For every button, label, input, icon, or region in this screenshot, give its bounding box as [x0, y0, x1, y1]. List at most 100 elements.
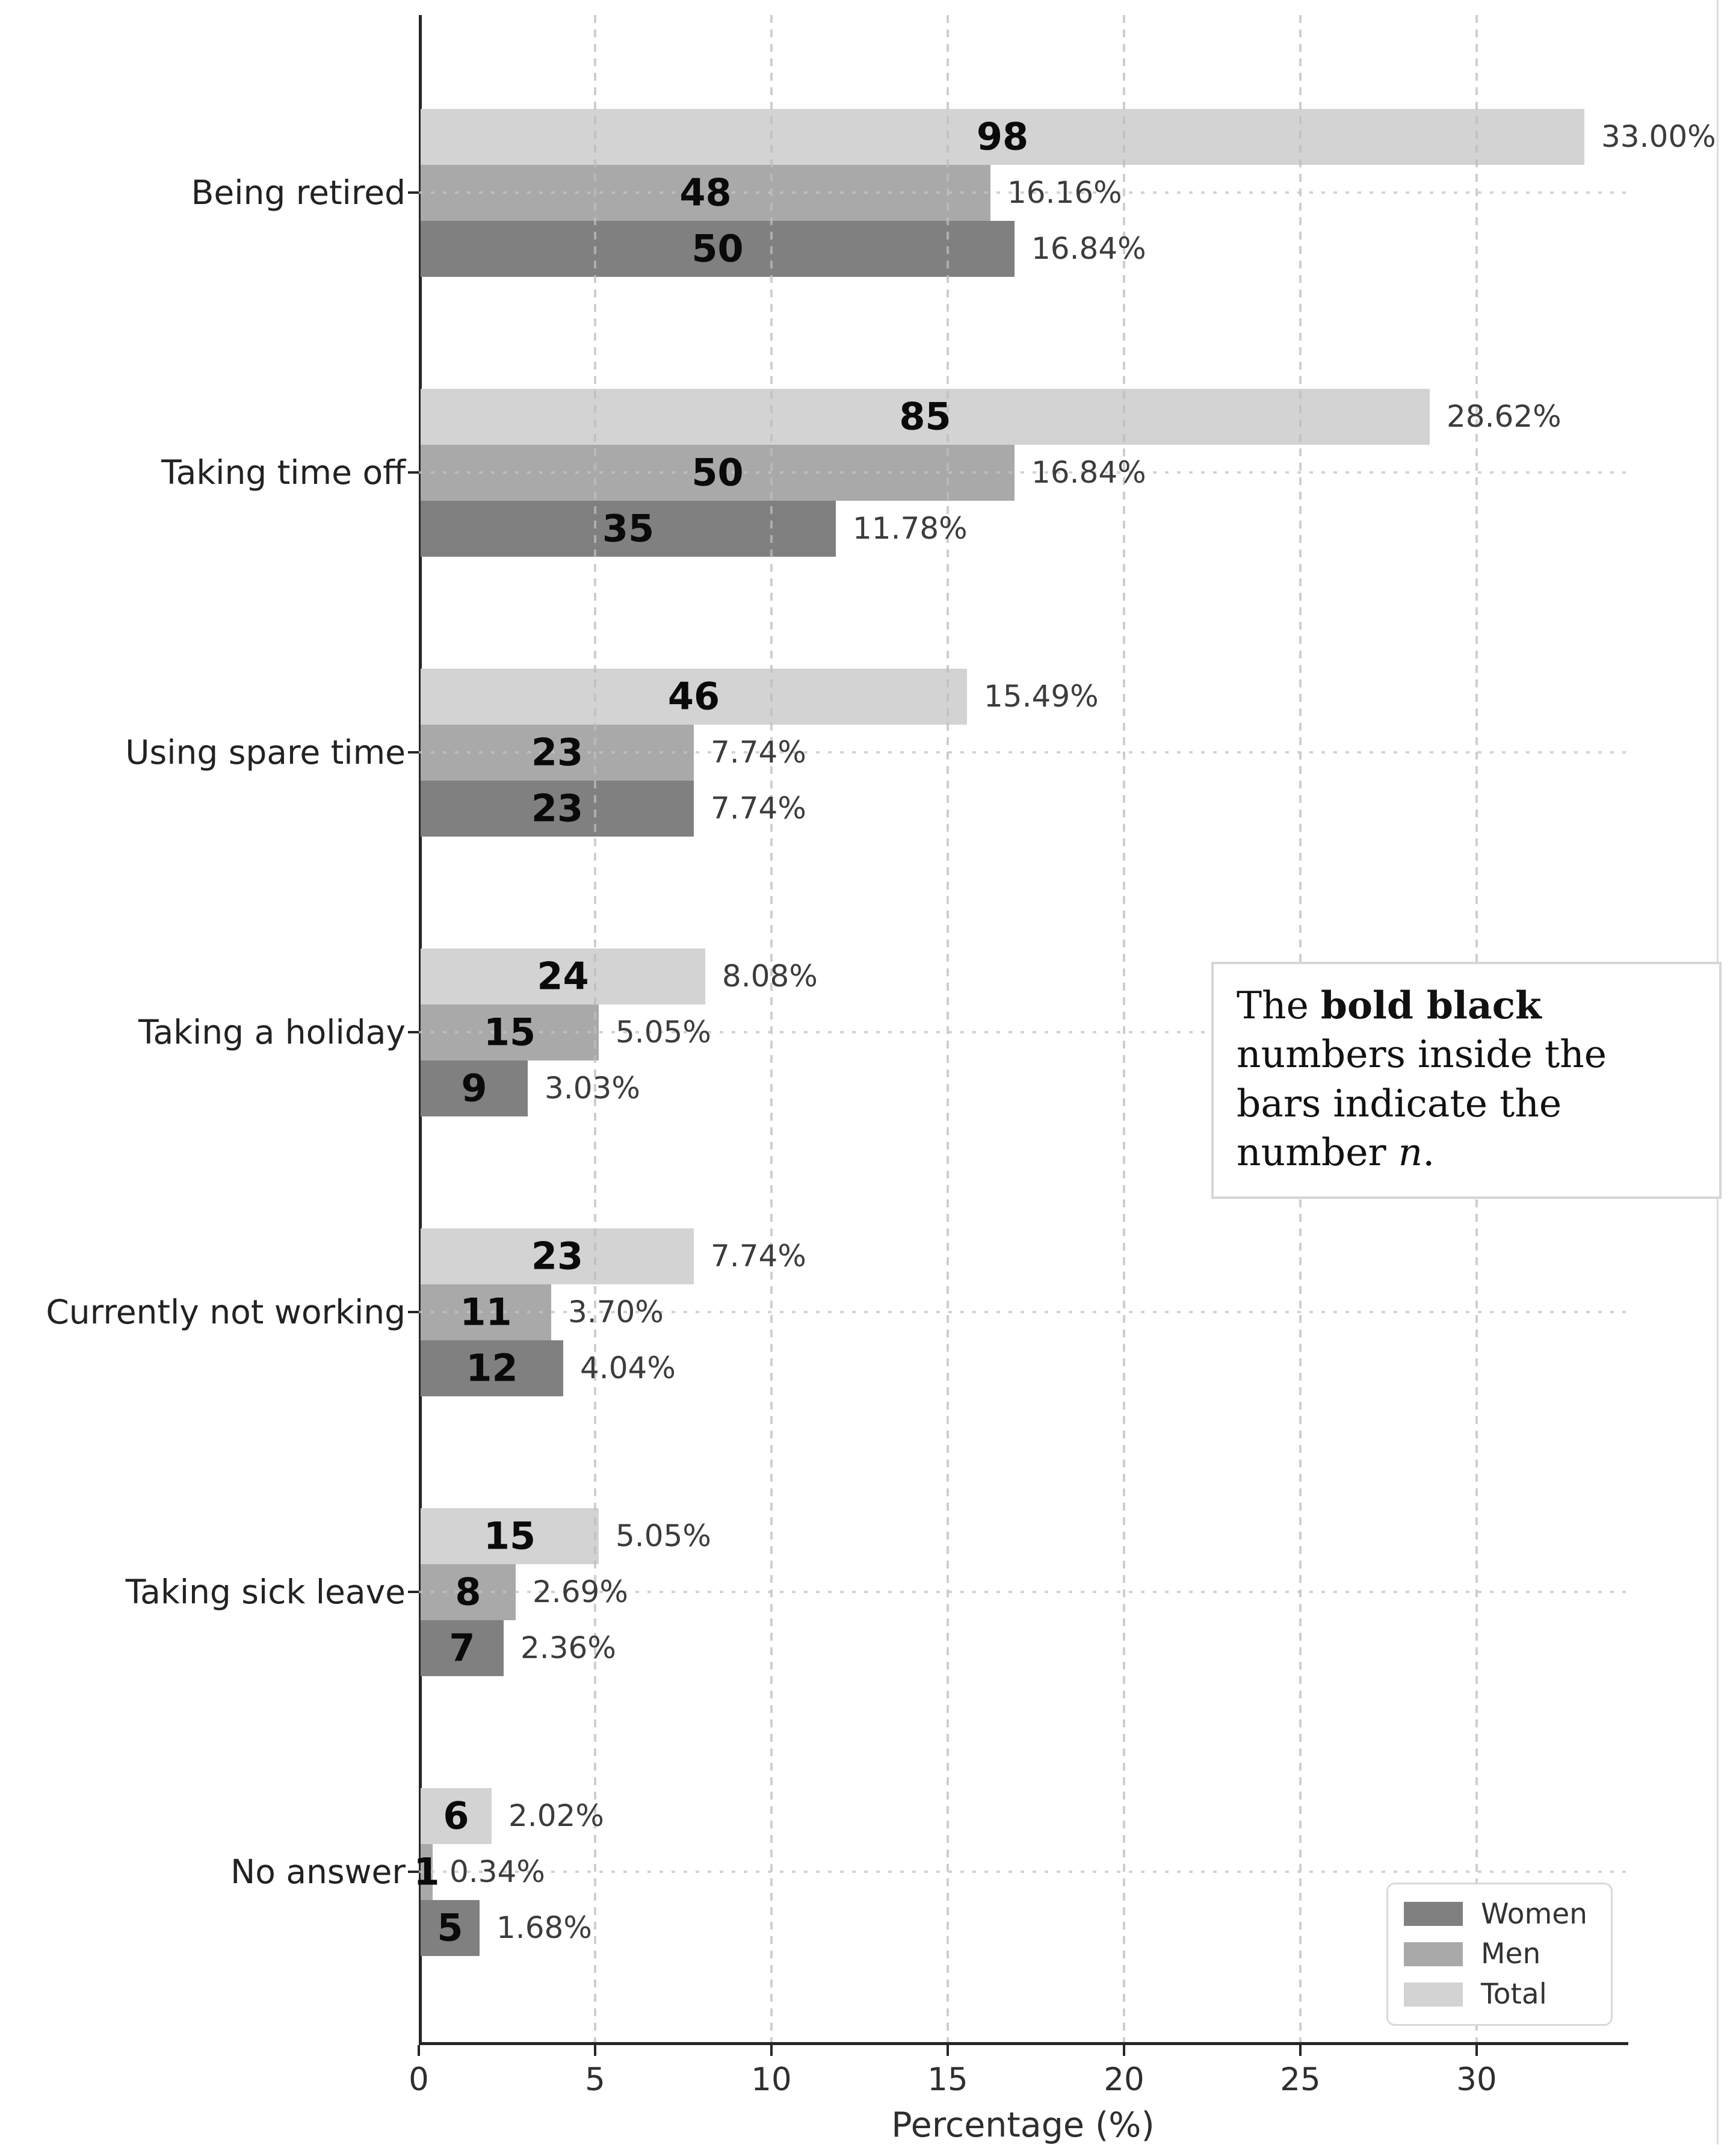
annotation-text-part: bars indicate the	[1237, 1081, 1562, 1125]
bar-percent-label: 2.69%	[533, 1574, 628, 1609]
bar-count-label: 35	[602, 506, 655, 551]
bar-total-7	[421, 1788, 492, 1844]
bar-count-label: 8	[455, 1570, 481, 1614]
x-axis-tick	[1123, 2045, 1125, 2056]
x-axis-spine	[419, 2042, 1628, 2045]
y-axis-tick	[408, 1311, 419, 1313]
y-axis-tick	[408, 191, 419, 194]
x-axis-tick	[1475, 2045, 1478, 2056]
category-label: Taking time off	[161, 453, 406, 492]
x-axis-tick	[947, 2045, 949, 2056]
bar-percent-label: 5.05%	[616, 1015, 711, 1050]
grid-line-horizontal	[419, 1311, 1628, 1313]
x-tick-label: 15	[927, 2061, 968, 2098]
bar-percent-label: 11.78%	[853, 511, 968, 546]
y-axis-tick	[408, 1031, 419, 1033]
bar-percent-label: 7.74%	[711, 735, 806, 770]
x-tick-label: 5	[585, 2061, 605, 2098]
bar-percent-label: 3.70%	[568, 1295, 664, 1329]
grid-line-horizontal	[419, 471, 1628, 474]
category-label: Taking sick leave	[125, 1573, 406, 1611]
bar-count-label: 23	[531, 786, 584, 831]
grid-line-horizontal	[419, 1031, 1628, 1033]
bar-percent-label: 1.68%	[496, 1910, 592, 1945]
category-label: Being retired	[191, 173, 406, 212]
bar-count-label: 9	[461, 1066, 487, 1110]
bar-count-label: 11	[460, 1290, 512, 1334]
y-axis-tick	[408, 1871, 419, 1873]
y-axis-tick	[408, 471, 419, 474]
grid-line-vertical	[770, 15, 773, 2042]
category-label: No answer	[230, 1852, 406, 1891]
legend-label-women: Women	[1481, 1897, 1587, 1931]
bar-women-4	[421, 1060, 528, 1116]
bar-count-label: 23	[531, 730, 584, 775]
bar-percent-label: 33.00%	[1601, 119, 1716, 154]
bar-percent-label: 4.04%	[580, 1351, 676, 1385]
grid-line-horizontal	[419, 751, 1628, 754]
bar-percent-label: 3.03%	[545, 1071, 640, 1106]
bar-percent-label: 5.05%	[616, 1518, 711, 1553]
legend-item-total: Total	[1404, 1978, 1595, 2011]
annotation-text-part: The	[1237, 983, 1321, 1027]
x-tick-label: 10	[751, 2061, 792, 2098]
bar-percent-label: 2.36%	[520, 1630, 616, 1665]
legend-swatch-men	[1404, 1942, 1463, 1966]
legend-swatch-women	[1404, 1902, 1463, 1927]
bar-percent-label: 2.02%	[508, 1798, 604, 1833]
bar-total-3	[421, 668, 967, 725]
annotation-text-part: bold black	[1320, 983, 1542, 1027]
grid-line-vertical	[947, 15, 949, 2042]
x-axis-tick	[418, 2045, 420, 2056]
bar-count-label: 46	[667, 674, 720, 719]
bar-total-6	[421, 1508, 599, 1564]
x-axis-title: Percentage (%)	[891, 2105, 1155, 2145]
grid-line-horizontal	[419, 1871, 1628, 1873]
bar-count-label: 6	[443, 1794, 469, 1838]
bar-count-label: 24	[537, 954, 589, 998]
grid-line-horizontal	[419, 191, 1628, 194]
grid-line-vertical	[594, 15, 596, 2042]
x-axis-tick	[1299, 2045, 1302, 2056]
bar-count-label: 7	[449, 1626, 475, 1670]
legend-item-women: Women	[1404, 1898, 1595, 1931]
bar-count-label: 1	[413, 1849, 440, 1894]
annotation-text-part: number	[1237, 1130, 1398, 1174]
bar-count-label: 50	[691, 226, 744, 271]
legend-label-men: Men	[1481, 1937, 1541, 1971]
annotation-text-part: numbers inside the	[1237, 1032, 1607, 1077]
category-label: Taking a holiday	[138, 1013, 406, 1051]
bar-women-2	[421, 500, 836, 557]
bar-women-6	[421, 1620, 504, 1676]
category-label: Currently not working	[46, 1293, 406, 1331]
x-tick-label: 30	[1456, 2061, 1497, 2098]
bar-count-label: 23	[531, 1234, 584, 1278]
bar-percent-label: 16.84%	[1031, 231, 1146, 266]
bar-percent-label: 7.74%	[711, 791, 806, 826]
y-axis-tick	[408, 1591, 419, 1593]
grid-line-vertical	[1123, 15, 1125, 2042]
bar-percent-label: 16.16%	[1007, 175, 1122, 210]
x-axis-tick	[770, 2045, 773, 2056]
bar-women-5	[421, 1340, 563, 1396]
legend-item-men: Men	[1404, 1937, 1595, 1970]
bar-percent-label: 28.62%	[1447, 399, 1561, 434]
annotation-text-part: .	[1422, 1130, 1435, 1174]
legend: Women Men Total	[1386, 1883, 1613, 2026]
bar-percent-label: 16.84%	[1031, 455, 1146, 490]
legend-swatch-total	[1404, 1982, 1463, 2007]
bar-count-label: 5	[437, 1905, 463, 1950]
x-tick-label: 25	[1280, 2061, 1321, 2098]
bar-percent-label: 15.49%	[984, 679, 1099, 714]
bar-count-label: 48	[679, 170, 732, 215]
bar-count-label: 15	[483, 1514, 536, 1558]
bar-percent-label: 0.34%	[449, 1854, 545, 1889]
bar-count-label: 15	[483, 1010, 536, 1054]
bar-total-5	[421, 1228, 694, 1284]
x-tick-label: 0	[409, 2061, 429, 2098]
bar-total-2	[421, 388, 1430, 445]
bar-total-1	[421, 108, 1584, 165]
x-tick-label: 20	[1104, 2061, 1144, 2098]
